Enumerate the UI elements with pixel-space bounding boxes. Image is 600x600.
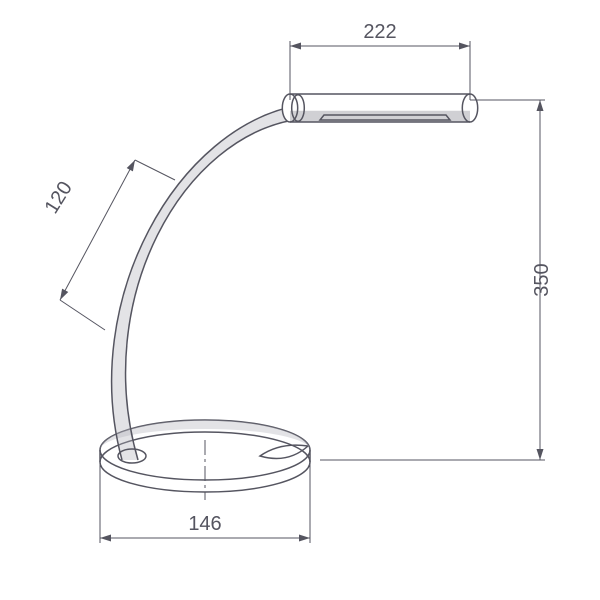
dim-neck-curve: 120 bbox=[41, 178, 77, 218]
dim-head-width: 222 bbox=[363, 21, 396, 43]
dim-height: 350 bbox=[531, 263, 553, 296]
dim-base-width: 146 bbox=[188, 513, 221, 535]
